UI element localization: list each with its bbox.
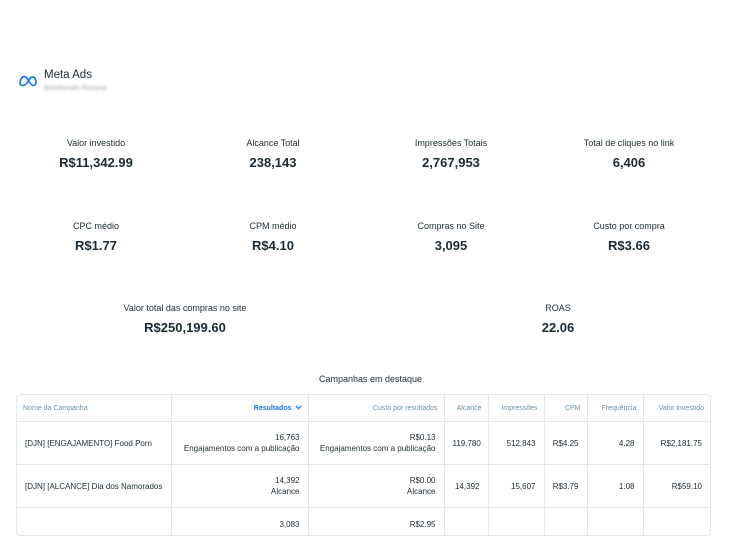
cost-type: Alcance — [317, 486, 436, 497]
metric-label: Alcance Total — [183, 137, 363, 149]
column-header-results[interactable]: Resultados — [171, 395, 308, 422]
metric-label: Total de cliques no link — [539, 137, 719, 149]
cost-cell: R$2.95 — [308, 508, 444, 536]
metric-roas: ROAS 22.06 — [468, 302, 648, 336]
cpm-cell: R$3.79 — [544, 465, 587, 508]
cpm-cell — [544, 508, 587, 536]
spent-cell: R$59.10 — [643, 465, 710, 508]
metric-cpm-medio: CPM médio R$4.10 — [183, 220, 363, 254]
metric-label: Compras no Site — [361, 220, 541, 232]
metric-compras-site: Compras no Site 3,095 — [361, 220, 541, 254]
campaign-name-cell: [DJN] [ALCANCE] Dia dos Namorados — [17, 465, 171, 508]
frequency-cell: 1.08 — [587, 465, 643, 508]
spent-cell — [643, 508, 710, 536]
cost-value: R$0.13 — [317, 432, 436, 443]
column-header-impressions[interactable]: Impressões — [488, 395, 544, 422]
column-header-campaign-name[interactable]: Nome da Campanha — [17, 395, 171, 422]
table-row[interactable]: [DJN] [ALCANCE] Dia dos Namorados 14,392… — [17, 465, 710, 508]
cost-value: R$0.00 — [317, 475, 436, 486]
metric-value: R$4.10 — [183, 238, 363, 254]
results-value: 14,392 — [180, 475, 300, 486]
metric-value: R$11,342.99 — [6, 155, 186, 171]
reach-cell — [444, 508, 488, 536]
metric-value: 2,767,953 — [361, 155, 541, 171]
column-header-label: Resultados — [254, 405, 292, 412]
brand-title: Meta Ads — [44, 68, 107, 82]
metric-impressoes-totais: Impressões Totais 2,767,953 — [361, 137, 541, 171]
metric-value: 238,143 — [183, 155, 363, 171]
results-value: 16,763 — [180, 432, 300, 443]
column-header-spent[interactable]: Valor investido — [643, 395, 710, 422]
cost-type: Engajamentos com a publicação — [317, 443, 436, 454]
frequency-cell: 4.28 — [587, 422, 643, 465]
metric-label: CPM médio — [183, 220, 363, 232]
metric-label: Valor investido — [6, 137, 186, 149]
brand-header: Meta Ads Bombonato Pizzaria — [18, 68, 107, 94]
table-header-row: Nome da Campanha Resultados Custo por re… — [17, 395, 710, 422]
frequency-cell — [587, 508, 643, 536]
campaigns-table: Nome da Campanha Resultados Custo por re… — [16, 394, 711, 536]
campaign-name-cell — [17, 508, 171, 536]
metric-value: R$250,199.60 — [65, 320, 305, 336]
metric-value: 22.06 — [468, 320, 648, 336]
metric-valor-total-compras: Valor total das compras no site R$250,19… — [65, 302, 305, 336]
metric-label: Impressões Totais — [361, 137, 541, 149]
impressions-cell — [488, 508, 544, 536]
metric-cliques-link: Total de cliques no link 6,406 — [539, 137, 719, 171]
campaign-name-cell: [DJN] [ENGAJAMENTO] Food Porn — [17, 422, 171, 465]
brand-subtitle: Bombonato Pizzaria — [44, 84, 107, 94]
spent-cell: R$2,181.75 — [643, 422, 710, 465]
metric-value: R$3.66 — [539, 238, 719, 254]
column-header-cpm[interactable]: CPM — [544, 395, 587, 422]
reach-cell: 119,780 — [444, 422, 488, 465]
campaigns-section-title: Campanhas em destaque — [0, 374, 741, 384]
results-type: Alcance — [180, 486, 300, 497]
impressions-cell: 512,843 — [488, 422, 544, 465]
metric-alcance-total: Alcance Total 238,143 — [183, 137, 363, 171]
metric-label: Custo por compra — [539, 220, 719, 232]
results-type: Engajamentos com a publicação — [180, 443, 300, 454]
metric-cpc-medio: CPC médio R$1.77 — [6, 220, 186, 254]
metric-label: CPC médio — [6, 220, 186, 232]
chevron-down-icon — [295, 405, 302, 410]
metric-value: R$1.77 — [6, 238, 186, 254]
metric-value: 6,406 — [539, 155, 719, 171]
column-header-frequency[interactable]: Frequência — [587, 395, 643, 422]
results-value: 3,083 — [180, 519, 300, 530]
column-header-cost-per-result[interactable]: Custo por resultados — [308, 395, 444, 422]
cpm-cell: R$4.25 — [544, 422, 587, 465]
metric-label: ROAS — [468, 302, 648, 314]
column-header-reach[interactable]: Alcance — [444, 395, 488, 422]
cost-value: R$2.95 — [317, 519, 436, 530]
metric-label: Valor total das compras no site — [65, 302, 305, 314]
reach-cell: 14,392 — [444, 465, 488, 508]
meta-logo-icon — [18, 74, 38, 88]
metric-custo-compra: Custo por compra R$3.66 — [539, 220, 719, 254]
metric-value: 3,095 — [361, 238, 541, 254]
metric-valor-investido: Valor investido R$11,342.99 — [6, 137, 186, 171]
results-cell: 3,083 — [171, 508, 308, 536]
table-row[interactable]: 3,083 R$2.95 — [17, 508, 710, 536]
impressions-cell: 15,607 — [488, 465, 544, 508]
